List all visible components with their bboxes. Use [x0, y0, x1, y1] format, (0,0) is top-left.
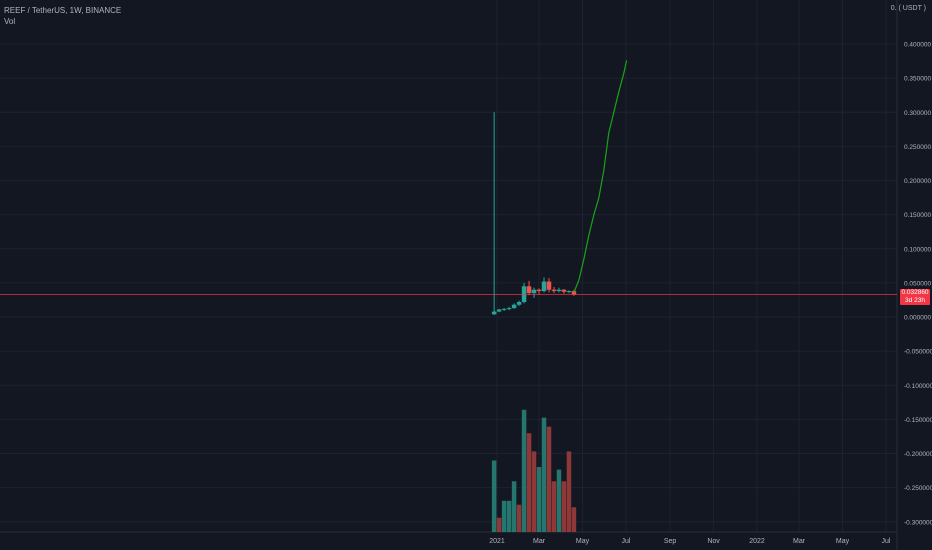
- bar-countdown: 3d 23h: [905, 296, 925, 304]
- candle-body: [566, 291, 572, 293]
- volume-bar: [571, 507, 577, 532]
- candle-body: [526, 286, 532, 294]
- currency-label[interactable]: 0. ( USDT ): [890, 5, 926, 12]
- volume-bar: [561, 481, 567, 532]
- volume-bar: [566, 451, 572, 532]
- candle-body: [536, 289, 542, 292]
- candle-body: [506, 308, 512, 310]
- x-tick-label: 2021: [489, 538, 505, 545]
- volume-bar: [491, 460, 497, 532]
- x-tick-label: Sep: [664, 538, 677, 545]
- y-tick-label: 0.250000: [904, 144, 931, 151]
- y-tick-label: 0.100000: [904, 246, 931, 253]
- candle-body: [516, 301, 522, 305]
- candle-body: [496, 309, 502, 312]
- volume-bar: [521, 409, 527, 532]
- y-tick-label: -0.100000: [904, 383, 932, 390]
- y-tick-label: 0.300000: [904, 110, 931, 117]
- grid-lines: [0, 0, 898, 550]
- y-tick-label: -0.200000: [904, 451, 932, 458]
- candle-body: [541, 281, 547, 292]
- y-tick-label: -0.050000: [904, 349, 932, 356]
- volume-bar: [556, 469, 562, 532]
- y-tick-label: 0.350000: [904, 76, 931, 83]
- volume-bar: [496, 517, 502, 532]
- candle-body: [511, 304, 517, 309]
- y-tick-label: 0.000000: [904, 315, 931, 322]
- current-price-tag: 0.032860 3d 23h: [900, 288, 930, 305]
- symbol-title[interactable]: REEF / TetherUS, 1W, BINANCE: [4, 6, 122, 15]
- candlesticks: [491, 112, 577, 315]
- current-price-value: 0.032860: [901, 288, 929, 296]
- x-tick-label: 2022: [749, 538, 765, 545]
- y-tick-label: 0.200000: [904, 178, 931, 185]
- chart-legend: REEF / TetherUS, 1W, BINANCE Vol: [4, 5, 121, 27]
- volume-bar: [506, 500, 512, 532]
- projection-curve: [573, 60, 628, 293]
- volume-bar: [541, 417, 547, 532]
- candle-body: [531, 289, 537, 294]
- candle-body: [551, 289, 557, 292]
- y-tick-label: 0.150000: [904, 212, 931, 219]
- candle-body: [556, 289, 562, 292]
- volume-indicator-label[interactable]: Vol: [4, 17, 16, 26]
- x-tick-label: May: [576, 538, 590, 545]
- y-tick-label: -0.300000: [904, 519, 932, 526]
- volume-bar: [511, 481, 517, 532]
- x-tick-label: Jul: [621, 538, 630, 545]
- y-tick-label: 0.400000: [904, 42, 931, 49]
- x-tick-label: Mar: [793, 538, 806, 545]
- y-axis[interactable]: 0.400000 0.350000 0.300000 0.250000 0.200000…: [904, 42, 932, 527]
- x-tick-label: Jul: [881, 538, 890, 545]
- x-tick-label: May: [836, 538, 850, 545]
- volume-bar: [536, 467, 542, 532]
- volume-bar: [501, 500, 507, 532]
- candle-body: [561, 289, 567, 292]
- x-axis[interactable]: 2021 Mar May Jul Sep Nov 2022 Mar May Jul: [489, 538, 891, 545]
- volume-bar: [516, 504, 522, 532]
- y-tick-label: 0.050000: [904, 280, 931, 287]
- candle-body: [501, 308, 507, 310]
- y-tick-label: -0.150000: [904, 417, 932, 424]
- candle-body: [546, 281, 552, 290]
- x-tick-label: Nov: [707, 538, 720, 545]
- candle-body: [521, 286, 527, 302]
- volume-bar: [526, 433, 532, 532]
- x-tick-label: Mar: [533, 538, 546, 545]
- volume-bar: [531, 451, 537, 532]
- projection-line: [573, 60, 628, 293]
- candle-body: [491, 311, 497, 315]
- candle-body: [571, 291, 577, 295]
- volume-bars: [491, 409, 577, 532]
- volume-bar: [546, 426, 552, 532]
- y-tick-label: -0.250000: [904, 485, 932, 492]
- volume-bar: [551, 481, 557, 532]
